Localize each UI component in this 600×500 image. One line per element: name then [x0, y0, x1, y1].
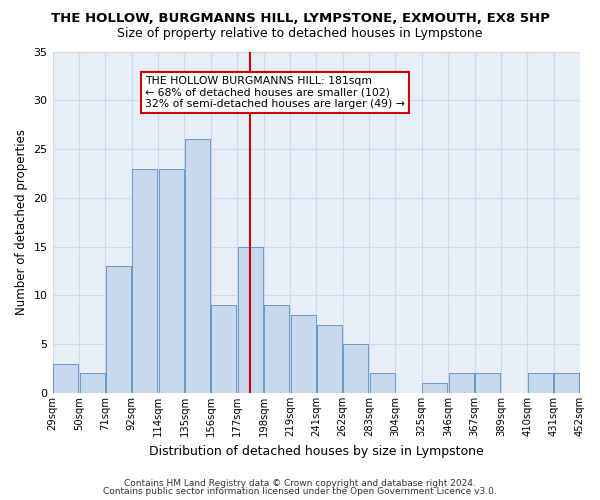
Text: THE HOLLOW, BURGMANNS HILL, LYMPSTONE, EXMOUTH, EX8 5HP: THE HOLLOW, BURGMANNS HILL, LYMPSTONE, E…	[50, 12, 550, 26]
Bar	[370, 374, 395, 393]
Bar	[317, 324, 342, 393]
Text: Size of property relative to detached houses in Lympstone: Size of property relative to detached ho…	[117, 28, 483, 40]
Bar	[158, 168, 184, 393]
Text: Contains HM Land Registry data © Crown copyright and database right 2024.: Contains HM Land Registry data © Crown c…	[124, 479, 476, 488]
Bar	[554, 374, 580, 393]
Bar	[475, 374, 500, 393]
Text: THE HOLLOW BURGMANNS HILL: 181sqm
← 68% of detached houses are smaller (102)
32%: THE HOLLOW BURGMANNS HILL: 181sqm ← 68% …	[145, 76, 405, 109]
Bar	[238, 246, 263, 393]
Y-axis label: Number of detached properties: Number of detached properties	[15, 130, 28, 316]
Bar	[53, 364, 78, 393]
X-axis label: Distribution of detached houses by size in Lympstone: Distribution of detached houses by size …	[149, 444, 484, 458]
Bar	[422, 384, 448, 393]
Text: Contains public sector information licensed under the Open Government Licence v3: Contains public sector information licen…	[103, 487, 497, 496]
Bar	[106, 266, 131, 393]
Bar	[185, 140, 210, 393]
Bar	[80, 374, 104, 393]
Bar	[528, 374, 553, 393]
Bar	[211, 305, 236, 393]
Bar	[343, 344, 368, 393]
Bar	[133, 168, 157, 393]
Bar	[290, 315, 316, 393]
Bar	[264, 305, 289, 393]
Bar	[449, 374, 474, 393]
